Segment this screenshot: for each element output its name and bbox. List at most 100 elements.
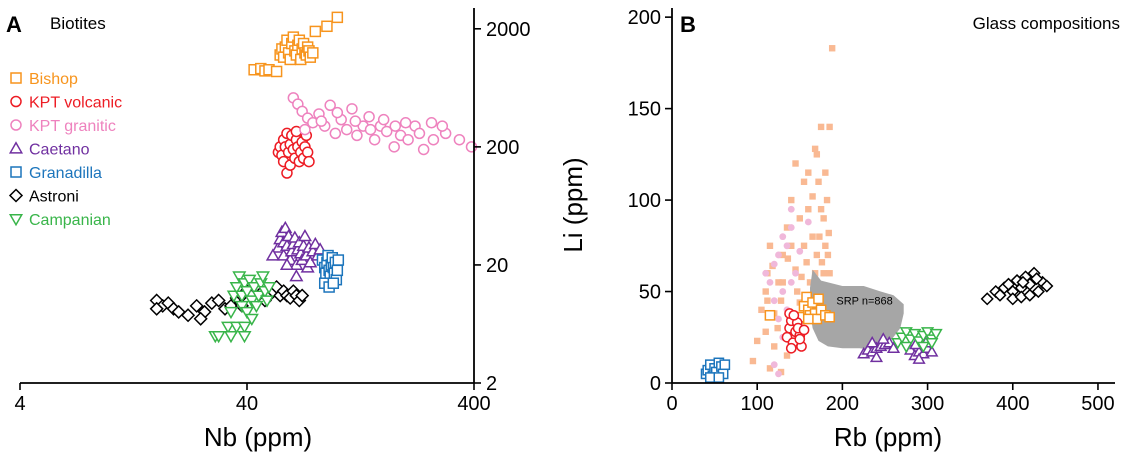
data-point [363, 110, 375, 123]
legend-marker [8, 188, 24, 203]
x-tick-label: 300 [911, 393, 944, 415]
x-tick-label: 4 [14, 393, 25, 415]
x-tick-label: 400 [457, 393, 490, 415]
series-bishop [764, 291, 835, 325]
data-point [364, 123, 377, 136]
data-point [1030, 272, 1044, 286]
legend-marker [10, 119, 22, 131]
data-point [886, 341, 901, 353]
data-point [822, 242, 829, 250]
data-point [223, 330, 239, 344]
x-tick-label: 0 [666, 393, 677, 415]
data-point [229, 281, 244, 295]
data-point [181, 308, 196, 323]
data-point [193, 311, 208, 326]
data-point [249, 300, 264, 314]
data-point [792, 266, 799, 273]
panel-b-y-axis-label: Li (ppm) [558, 157, 588, 252]
data-point [380, 125, 393, 138]
data-point [766, 278, 774, 286]
data-point [817, 123, 825, 131]
data-point [823, 196, 831, 204]
data-point [295, 288, 310, 303]
data-point [764, 309, 776, 321]
data-point [824, 311, 835, 323]
data-point [774, 324, 781, 332]
panel-a-label: A [6, 12, 22, 37]
legend-marker [10, 95, 22, 108]
panel-a-plot-area [149, 11, 478, 344]
data-point [425, 117, 438, 129]
data-point [899, 341, 913, 354]
data-point [331, 106, 344, 119]
legend-item-kpt-volcanic: KPT volcanic [10, 95, 122, 112]
data-point [149, 301, 164, 316]
legend-item-bishop: Bishop [10, 71, 78, 88]
legend-marker [10, 166, 22, 178]
data-point [368, 133, 381, 146]
series-kpt-volcanic [781, 308, 810, 354]
data-point [779, 251, 786, 259]
data-point [340, 123, 353, 136]
legend-label: Astroni [29, 189, 79, 206]
legend-label: KPT volcanic [29, 95, 122, 112]
x-tick-label: 100 [741, 393, 774, 415]
data-point [798, 273, 805, 281]
legend-item-granadilla: Granadilla [10, 165, 102, 182]
data-point [809, 233, 816, 240]
data-point [753, 337, 761, 345]
data-point [804, 218, 812, 226]
data-point [349, 115, 362, 127]
data-point [798, 324, 810, 336]
data-point [719, 359, 731, 371]
series-kpt-granitic [287, 92, 478, 156]
data-point [869, 350, 884, 363]
data-point [771, 343, 778, 350]
series-caetano [265, 220, 328, 282]
data-point [803, 259, 810, 266]
data-point [255, 271, 270, 284]
data-point [800, 178, 808, 185]
y-tick-label: 100 [628, 190, 661, 212]
data-point [713, 372, 725, 383]
data-point [929, 328, 943, 341]
legend-label: Caetano [29, 142, 90, 159]
legend: Bishop KPT volcanic KPT granitic Caetano Gra… [8, 71, 122, 229]
data-point [265, 248, 280, 261]
legend-marker [10, 72, 22, 84]
data-point [876, 332, 890, 344]
data-point [785, 342, 797, 354]
data-point [770, 260, 778, 268]
data-point [775, 370, 782, 378]
data-point [800, 242, 808, 250]
data-point [301, 146, 314, 159]
data-point [811, 145, 819, 153]
data-point [299, 123, 311, 136]
legend-item-campanian: Campanian [8, 212, 111, 229]
data-point [321, 20, 333, 33]
data-point [822, 169, 829, 176]
data-point [794, 333, 806, 345]
data-point [766, 242, 774, 250]
data-point [749, 357, 757, 365]
data-point [351, 129, 363, 142]
series-campanian [208, 271, 277, 344]
data-point [307, 47, 319, 59]
data-point [818, 259, 826, 266]
series-kpt-volcanic [272, 125, 315, 179]
y-tick-label: 50 [639, 282, 661, 304]
data-point [775, 315, 782, 323]
data-point [783, 352, 791, 359]
series-astroni [149, 279, 310, 326]
data-point [309, 25, 322, 38]
data-point [399, 117, 412, 129]
data-point [794, 288, 801, 295]
series-granadilla [316, 249, 345, 293]
data-point [788, 196, 795, 204]
data-point [303, 255, 318, 268]
data-point [784, 255, 792, 262]
data-point [297, 228, 312, 242]
data-point [783, 224, 791, 231]
legend-item-kpt-granitic: KPT granitic [10, 118, 116, 135]
x-tick-label: 200 [826, 393, 859, 415]
